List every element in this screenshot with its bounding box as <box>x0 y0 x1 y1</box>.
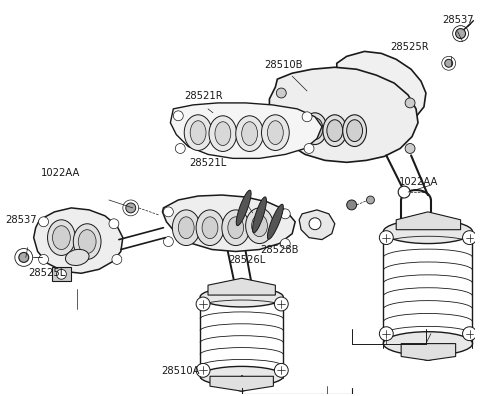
Ellipse shape <box>57 269 66 279</box>
Ellipse shape <box>384 220 472 244</box>
Ellipse shape <box>463 327 477 341</box>
Ellipse shape <box>252 197 266 233</box>
Text: 1022AA: 1022AA <box>40 168 80 177</box>
Polygon shape <box>51 267 72 281</box>
Text: 28528B: 28528B <box>261 245 299 255</box>
Text: 28510B: 28510B <box>264 60 302 70</box>
Ellipse shape <box>178 217 194 239</box>
Ellipse shape <box>252 215 267 237</box>
Ellipse shape <box>48 220 75 255</box>
Ellipse shape <box>202 217 218 239</box>
Text: 28537: 28537 <box>5 215 36 225</box>
Ellipse shape <box>222 210 250 246</box>
Ellipse shape <box>163 207 173 217</box>
Ellipse shape <box>184 115 212 150</box>
Ellipse shape <box>309 218 321 230</box>
Ellipse shape <box>379 231 393 245</box>
Polygon shape <box>396 212 461 230</box>
Ellipse shape <box>163 237 173 247</box>
Ellipse shape <box>228 217 244 239</box>
Ellipse shape <box>78 230 96 253</box>
Polygon shape <box>34 208 123 273</box>
Ellipse shape <box>109 219 119 229</box>
Text: 28526L: 28526L <box>228 255 265 265</box>
Ellipse shape <box>73 224 101 259</box>
Ellipse shape <box>384 332 472 356</box>
Ellipse shape <box>196 210 224 246</box>
Ellipse shape <box>347 200 357 210</box>
Polygon shape <box>210 376 274 391</box>
Ellipse shape <box>280 239 290 249</box>
Ellipse shape <box>379 327 393 341</box>
Ellipse shape <box>405 143 415 153</box>
Ellipse shape <box>126 203 136 213</box>
Text: 28525L: 28525L <box>28 268 66 278</box>
Ellipse shape <box>367 196 374 204</box>
Ellipse shape <box>215 122 231 145</box>
Ellipse shape <box>190 121 206 145</box>
Ellipse shape <box>19 253 29 263</box>
Ellipse shape <box>209 116 237 151</box>
Ellipse shape <box>267 204 283 239</box>
Ellipse shape <box>275 364 288 377</box>
Ellipse shape <box>52 226 71 249</box>
Ellipse shape <box>275 297 288 311</box>
Ellipse shape <box>303 113 327 145</box>
Ellipse shape <box>283 110 307 141</box>
Ellipse shape <box>65 249 89 265</box>
Ellipse shape <box>196 297 210 311</box>
Ellipse shape <box>327 120 343 141</box>
Ellipse shape <box>276 143 286 153</box>
Ellipse shape <box>302 112 312 122</box>
Ellipse shape <box>200 366 283 386</box>
Polygon shape <box>170 103 322 158</box>
Ellipse shape <box>38 255 48 265</box>
Ellipse shape <box>347 120 362 141</box>
Ellipse shape <box>112 255 122 265</box>
Ellipse shape <box>343 115 367 147</box>
Ellipse shape <box>175 143 185 153</box>
Ellipse shape <box>236 116 264 151</box>
Polygon shape <box>299 210 335 240</box>
Text: 28525R: 28525R <box>390 42 429 52</box>
Ellipse shape <box>246 208 274 244</box>
Ellipse shape <box>242 122 258 145</box>
Ellipse shape <box>267 121 283 145</box>
Polygon shape <box>269 67 418 162</box>
Ellipse shape <box>173 111 183 121</box>
Text: 28510A: 28510A <box>162 366 200 376</box>
Text: 28521L: 28521L <box>189 158 227 168</box>
Ellipse shape <box>276 88 286 98</box>
Ellipse shape <box>38 217 48 227</box>
Polygon shape <box>401 344 456 360</box>
Ellipse shape <box>307 118 323 139</box>
Ellipse shape <box>463 231 477 245</box>
Polygon shape <box>162 195 295 251</box>
Ellipse shape <box>236 190 251 226</box>
Ellipse shape <box>280 209 290 219</box>
Polygon shape <box>208 278 276 295</box>
Ellipse shape <box>172 210 200 246</box>
Ellipse shape <box>445 59 453 67</box>
Ellipse shape <box>456 29 466 38</box>
Text: 1022AA: 1022AA <box>398 177 438 187</box>
Ellipse shape <box>405 98 415 108</box>
Text: 28537: 28537 <box>442 15 474 25</box>
Ellipse shape <box>323 115 347 147</box>
Text: 28521R: 28521R <box>184 91 223 101</box>
Ellipse shape <box>200 287 283 307</box>
Ellipse shape <box>262 115 289 150</box>
Ellipse shape <box>398 186 410 198</box>
Polygon shape <box>337 51 426 125</box>
Ellipse shape <box>196 364 210 377</box>
Ellipse shape <box>287 115 303 137</box>
Ellipse shape <box>304 143 314 153</box>
